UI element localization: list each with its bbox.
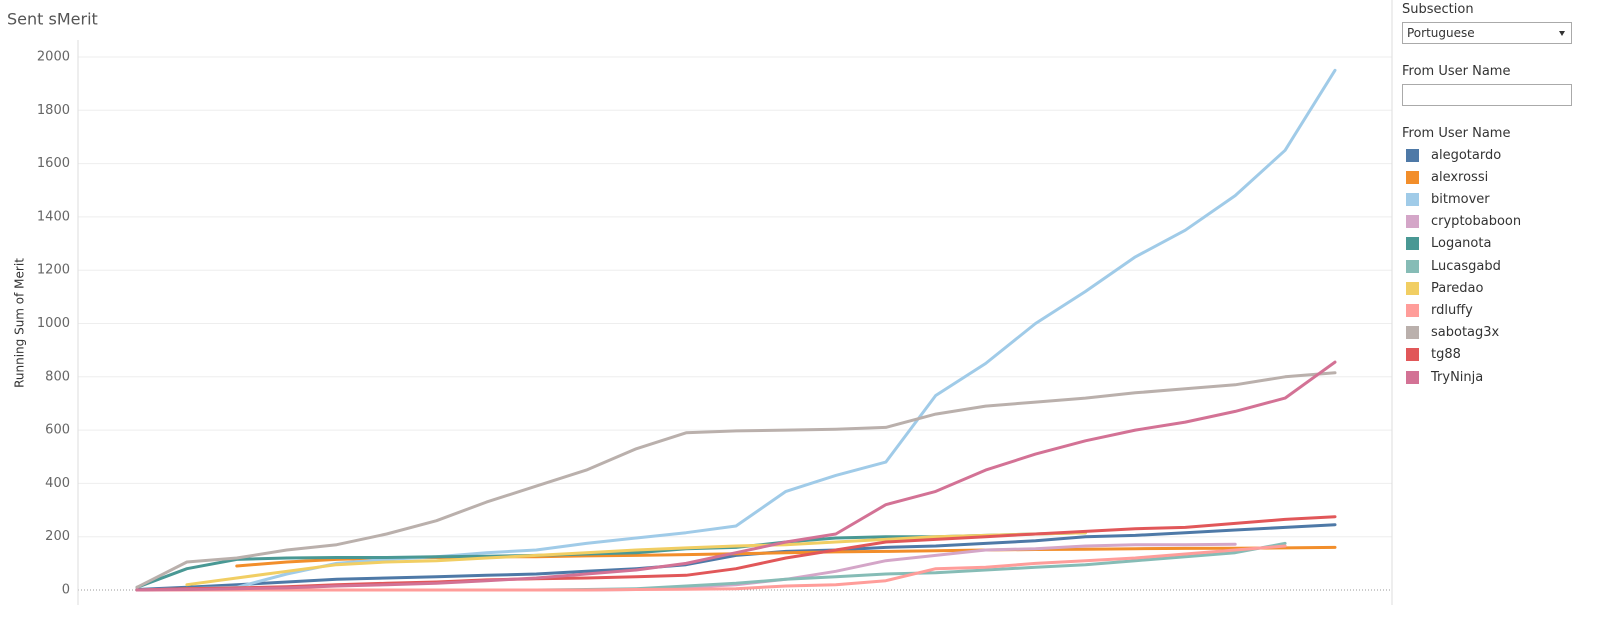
legend-swatch (1406, 326, 1419, 340)
y-tick-label: 800 (45, 369, 70, 384)
y-tick-label: 1400 (37, 209, 70, 224)
y-tick-label: 1200 (37, 263, 70, 278)
dropdown-arrow (1559, 31, 1565, 36)
legend-label: bitmover (1431, 191, 1490, 207)
legend-label: sabotag3x (1431, 325, 1500, 341)
legend-swatch (1406, 148, 1419, 162)
legend-swatch (1406, 215, 1419, 229)
dropdown-value: Portuguese (1407, 26, 1475, 40)
legend-swatch (1406, 303, 1419, 317)
legend-item[interactable]: Loganota (1406, 233, 1491, 255)
chart-title: Sent sMerit (7, 10, 98, 29)
chart: Sent sMerit Running Sum of Merit 0 200 400… (7, 0, 1393, 605)
y-tick-label: 600 (45, 423, 70, 438)
legend-item[interactable]: TryNinja (1406, 366, 1483, 388)
legend-swatch (1406, 348, 1419, 362)
y-tick-label: 400 (45, 476, 70, 491)
legend-label: rdluffy (1431, 302, 1473, 318)
series-line (135, 542, 1237, 592)
y-tick-label: 1600 (37, 156, 70, 171)
filter-label: From User Name (1402, 64, 1511, 79)
legend-item[interactable]: tg88 (1406, 344, 1461, 366)
y-tick-label: 1000 (37, 316, 70, 331)
legend-item[interactable]: sabotag3x (1406, 322, 1499, 344)
legend-title: From User Name (1402, 126, 1511, 141)
legend-label: cryptobaboon (1431, 214, 1522, 230)
legend-label: Lucasgabd (1431, 258, 1501, 274)
legend-item[interactable]: bitmover (1406, 188, 1490, 210)
text-input[interactable] (1402, 84, 1572, 106)
legend-label: alexrossi (1431, 169, 1489, 185)
series-line (135, 371, 1337, 589)
legend-label: TryNinja (1431, 369, 1484, 385)
legend-label: alegotardo (1431, 147, 1502, 163)
legend-item[interactable]: Lucasgabd (1406, 255, 1501, 277)
legend-item[interactable]: rdluffy (1406, 299, 1473, 321)
series-line (185, 531, 1087, 587)
side-panel: Subsection Portuguese From User Name Fro… (1402, 0, 1621, 630)
series-line (135, 523, 1337, 591)
y-tick-label: 200 (45, 529, 70, 544)
legend-label: Paredao (1431, 280, 1484, 296)
legend-label: tg88 (1431, 347, 1461, 363)
dropdown[interactable]: Portuguese (1402, 22, 1572, 44)
legend-swatch (1406, 170, 1419, 184)
series-line (135, 360, 1337, 592)
y-axis-label: Running Sum of Merit (13, 258, 27, 388)
legend-item[interactable]: cryptobaboon (1406, 211, 1521, 233)
series-line (135, 544, 1287, 592)
series-line (135, 68, 1337, 592)
y-tick-label: 0 (62, 583, 70, 598)
legend-swatch (1406, 192, 1419, 206)
legend-swatch (1406, 237, 1419, 251)
filter-label: Subsection (1402, 2, 1474, 17)
legend-swatch (1406, 370, 1419, 384)
legend-swatch (1406, 281, 1419, 295)
legend-item[interactable]: alexrossi (1406, 166, 1488, 188)
y-tick-label: 1800 (37, 103, 70, 118)
legend-item[interactable]: Paredao (1406, 277, 1483, 299)
legend-swatch (1406, 259, 1419, 273)
legend-item[interactable]: alegotardo (1406, 144, 1501, 166)
legend-label: Loganota (1431, 236, 1492, 252)
y-tick-label: 2000 (37, 50, 70, 65)
